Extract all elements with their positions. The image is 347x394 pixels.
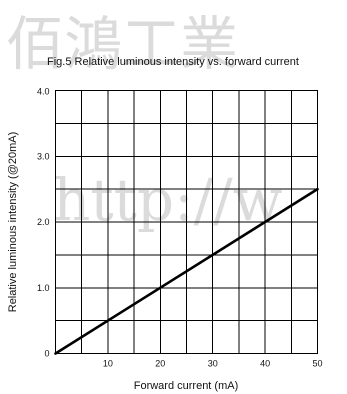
x-tick-label: 30	[208, 359, 218, 369]
grid	[55, 90, 318, 354]
x-tick-label: 50	[312, 359, 322, 369]
y-tick-label: 3.0	[37, 151, 50, 161]
watermark-top-text: 佰鴻工業	[6, 10, 238, 78]
y-axis-label: Relative luminous intensity (@20mA)	[7, 132, 19, 313]
plot-frame	[54, 89, 319, 355]
chart-title: Fig.5 Relative luminous intensity vs. fo…	[47, 56, 299, 68]
x-axis-label: Forward current (mA)	[134, 380, 239, 392]
x-tick-label: 20	[155, 359, 165, 369]
y-tick-label: 2.0	[37, 217, 50, 227]
series-layer	[54, 187, 319, 355]
series-line	[54, 187, 319, 355]
y-ticks: 0 1.0 2.0 3.0 4.0	[37, 87, 50, 359]
x-tick-label: 10	[103, 359, 113, 369]
y-tick-label: 1.0	[37, 283, 50, 293]
y-tick-label: 0	[44, 349, 49, 359]
x-tick-label: 40	[260, 359, 270, 369]
watermark: 佰鴻工業 http://w	[6, 10, 282, 234]
x-ticks: 10 20 30 40 50	[103, 359, 323, 369]
y-tick-label: 4.0	[37, 87, 50, 97]
watermark-middle-text: http://w	[53, 166, 282, 234]
